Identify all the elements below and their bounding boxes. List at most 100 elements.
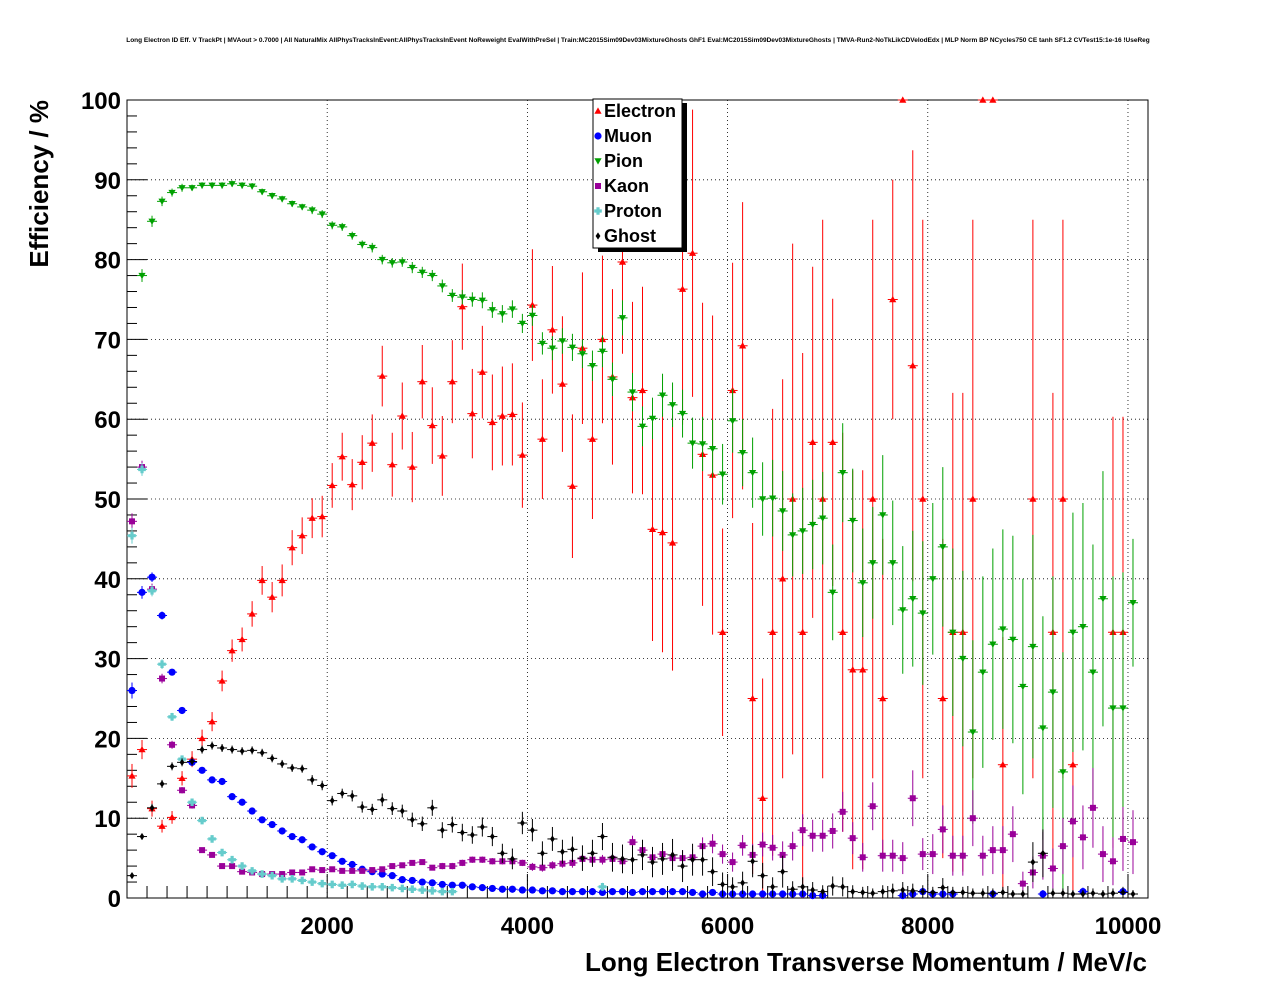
- data-point: [1119, 705, 1127, 712]
- data-point: [348, 880, 357, 889]
- data-point: [610, 853, 615, 861]
- data-point: [208, 182, 216, 189]
- data-point: [600, 832, 605, 841]
- data-point: [378, 256, 386, 264]
- data-point: [1070, 890, 1076, 898]
- data-point: [548, 887, 557, 895]
- data-point: [1019, 880, 1026, 887]
- data-point: [688, 440, 697, 447]
- data-point: [969, 729, 977, 736]
- data-point: [428, 879, 436, 887]
- data-point: [629, 839, 636, 846]
- data-point: [449, 820, 455, 829]
- data-point: [540, 849, 545, 857]
- data-point: [408, 885, 417, 894]
- data-point: [940, 884, 946, 892]
- data-point: [850, 888, 856, 896]
- data-point: [999, 847, 1006, 854]
- data-point: [148, 218, 156, 225]
- data-point: [238, 182, 246, 189]
- data-point: [780, 868, 786, 876]
- data-point: [729, 859, 736, 866]
- data-point: [128, 531, 136, 540]
- legend-label-kaon: Kaon: [604, 176, 649, 196]
- data-point: [209, 741, 215, 750]
- data-point: [829, 827, 836, 834]
- data-point: [989, 847, 996, 854]
- data-point: [459, 859, 466, 866]
- data-point: [269, 754, 275, 762]
- grid: [127, 100, 1148, 898]
- data-point: [1049, 689, 1057, 696]
- data-point: [640, 851, 645, 859]
- data-point: [1010, 890, 1016, 898]
- data-point: [359, 803, 365, 811]
- data-point: [1079, 623, 1087, 631]
- data-point: [779, 575, 787, 582]
- data-point: [258, 576, 266, 584]
- data-point: [348, 860, 356, 869]
- data-point: [980, 889, 986, 897]
- data-point: [368, 439, 376, 446]
- data-point: [519, 819, 525, 827]
- data-point: [570, 845, 575, 853]
- data-point: [588, 435, 597, 442]
- data-point: [438, 452, 446, 459]
- data-point: [178, 774, 186, 781]
- data-point: [249, 746, 255, 754]
- data-point: [890, 887, 896, 895]
- data-point: [1059, 843, 1066, 850]
- data-point: [999, 761, 1007, 768]
- data-point: [439, 863, 446, 870]
- data-point: [358, 241, 366, 249]
- data-point: [278, 827, 286, 835]
- data-point: [688, 888, 697, 897]
- legend-label-proton: Proton: [604, 201, 662, 221]
- data-point: [168, 713, 176, 721]
- data-point: [749, 469, 757, 477]
- data-point: [839, 808, 846, 815]
- data-point: [718, 471, 727, 478]
- data-point: [709, 840, 716, 847]
- data-point: [128, 772, 136, 779]
- data-point: [258, 189, 266, 196]
- data-point: [449, 863, 456, 870]
- data-point: [388, 883, 397, 892]
- data-point: [479, 823, 485, 831]
- data-point: [419, 820, 425, 828]
- data-point: [539, 864, 546, 871]
- data-point: [710, 868, 715, 876]
- data-point: [338, 881, 347, 890]
- data-point: [779, 851, 786, 858]
- legend-marker-pion: [594, 158, 602, 165]
- data-point: [469, 856, 476, 863]
- data-point: [939, 826, 946, 833]
- data-point: [889, 852, 896, 859]
- data-point: [159, 780, 165, 788]
- data-point: [498, 311, 506, 318]
- data-point: [529, 826, 535, 834]
- data-point: [358, 458, 366, 465]
- data-point: [298, 532, 306, 539]
- data-point: [218, 677, 226, 684]
- data-point: [299, 869, 306, 876]
- data-point: [749, 890, 757, 898]
- data-point: [1069, 629, 1077, 636]
- data-point: [588, 363, 597, 370]
- data-point: [288, 201, 296, 208]
- data-point: [789, 843, 796, 850]
- data-point: [1130, 890, 1136, 898]
- data-point: [668, 539, 677, 546]
- data-point: [668, 402, 677, 409]
- data-point: [338, 857, 346, 865]
- data-point: [759, 496, 767, 503]
- data-point: [438, 283, 446, 290]
- y-tick-label: 60: [94, 407, 121, 434]
- data-point: [548, 326, 557, 333]
- data-point: [258, 870, 266, 878]
- data-point: [1129, 600, 1137, 607]
- data-point: [599, 856, 606, 863]
- data-point: [1020, 890, 1026, 898]
- data-point: [398, 884, 407, 893]
- data-point: [799, 827, 806, 834]
